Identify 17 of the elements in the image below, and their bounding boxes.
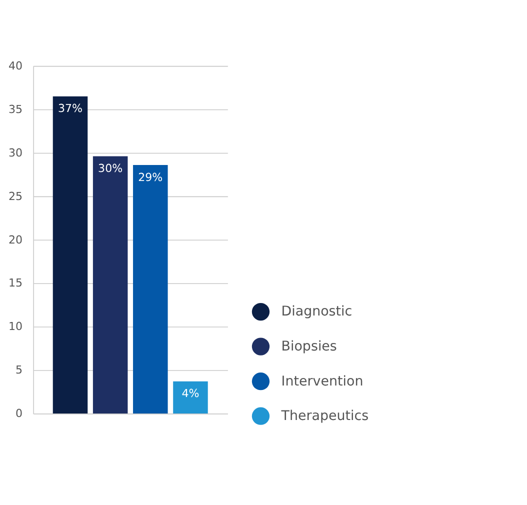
y-tick-label: 15 [8,276,23,290]
data-label: 30% [98,162,123,176]
y-tick-label: 30 [8,146,23,160]
legend-label: Diagnostic [281,304,352,320]
data-label: 4% [182,387,200,400]
y-tick-label: 40 [8,59,23,72]
legend-label: Biopsies [281,340,337,355]
y-tick-label: 25 [8,190,23,203]
legend-label: Intervention [281,374,364,390]
y-tick-label: 5 [15,364,23,377]
y-tick-label: 10 [8,320,23,334]
data-label: 29% [138,170,163,184]
y-tick-label: 35 [8,102,23,116]
data-label: 37% [58,102,83,116]
y-tick-label: 0 [15,407,23,420]
y-tick-label: 20 [8,233,23,246]
legend-label: Therapeutics [280,409,369,424]
